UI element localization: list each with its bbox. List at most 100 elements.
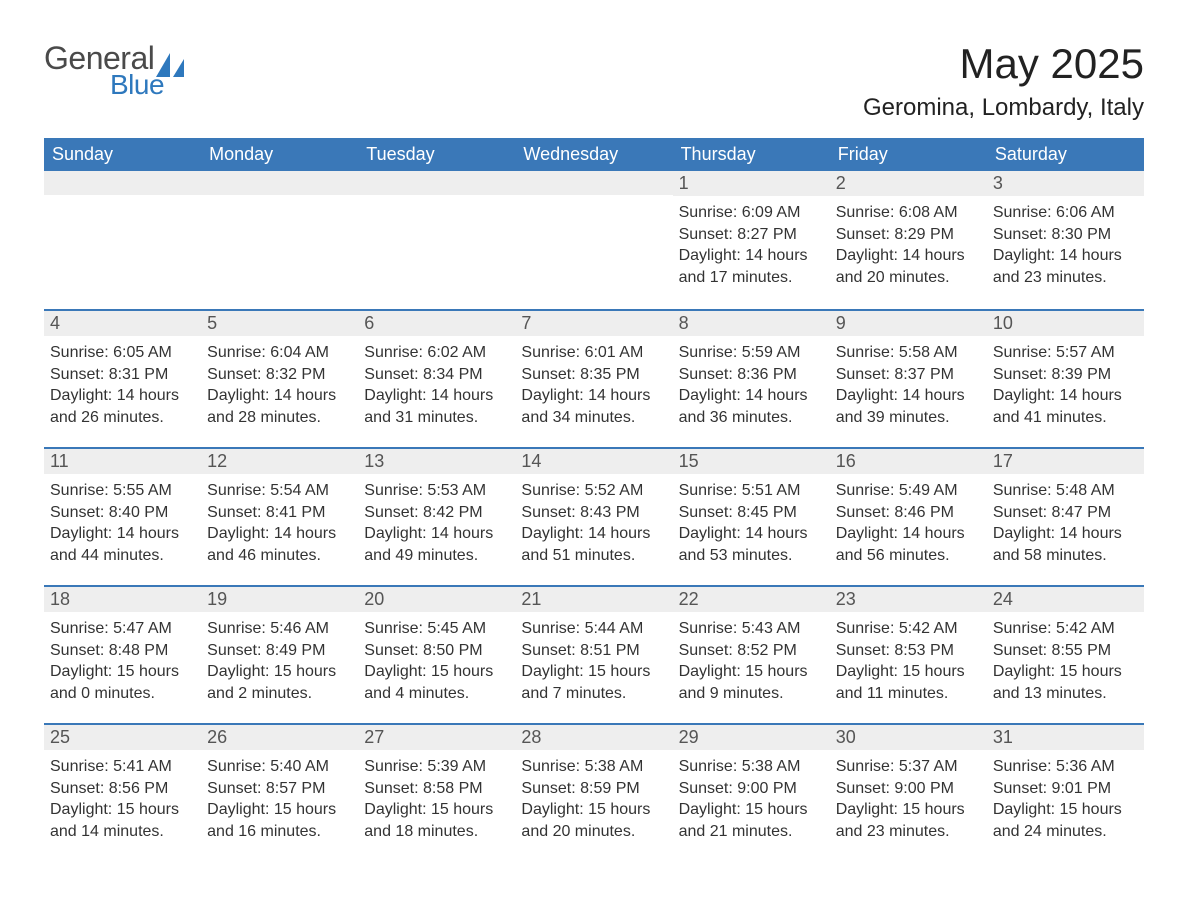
day-detail: Sunrise: 5:45 AMSunset: 8:50 PMDaylight:… [358, 612, 515, 714]
brand-logo: General Blue [44, 40, 190, 101]
sunrise-line: Sunrise: 5:38 AM [521, 756, 666, 778]
sunset-line: Sunset: 8:39 PM [993, 364, 1138, 386]
day-detail: Sunrise: 5:43 AMSunset: 8:52 PMDaylight:… [673, 612, 830, 714]
calendar-cell: 15Sunrise: 5:51 AMSunset: 8:45 PMDayligh… [673, 447, 830, 585]
daylight-line: Daylight: 15 hours and 24 minutes. [993, 799, 1138, 842]
sunset-line: Sunset: 8:47 PM [993, 502, 1138, 524]
daylight-line: Daylight: 14 hours and 23 minutes. [993, 245, 1138, 288]
sunset-line: Sunset: 8:53 PM [836, 640, 981, 662]
location-subtitle: Geromina, Lombardy, Italy [863, 94, 1144, 122]
daylight-line: Daylight: 14 hours and 46 minutes. [207, 523, 352, 566]
sunset-line: Sunset: 8:32 PM [207, 364, 352, 386]
calendar-cell: 12Sunrise: 5:54 AMSunset: 8:41 PMDayligh… [201, 447, 358, 585]
empty-daynum-bg [358, 171, 515, 195]
sunrise-line: Sunrise: 5:58 AM [836, 342, 981, 364]
day-wrap: 9Sunrise: 5:58 AMSunset: 8:37 PMDaylight… [830, 309, 987, 438]
day-wrap: 24Sunrise: 5:42 AMSunset: 8:55 PMDayligh… [987, 585, 1144, 714]
daylight-line: Daylight: 15 hours and 16 minutes. [207, 799, 352, 842]
daylight-line: Daylight: 14 hours and 17 minutes. [679, 245, 824, 288]
day-detail: Sunrise: 5:38 AMSunset: 8:59 PMDaylight:… [515, 750, 672, 852]
day-number: 3 [987, 171, 1144, 196]
day-number: 16 [830, 449, 987, 474]
day-wrap: 4Sunrise: 6:05 AMSunset: 8:31 PMDaylight… [44, 309, 201, 438]
sunrise-line: Sunrise: 5:52 AM [521, 480, 666, 502]
sunrise-line: Sunrise: 6:09 AM [679, 202, 824, 224]
weekday-header: Thursday [673, 138, 830, 171]
day-wrap: 18Sunrise: 5:47 AMSunset: 8:48 PMDayligh… [44, 585, 201, 714]
day-wrap: 20Sunrise: 5:45 AMSunset: 8:50 PMDayligh… [358, 585, 515, 714]
day-detail: Sunrise: 5:39 AMSunset: 8:58 PMDaylight:… [358, 750, 515, 852]
day-number: 13 [358, 449, 515, 474]
daylight-line: Daylight: 15 hours and 13 minutes. [993, 661, 1138, 704]
calendar-cell: 3Sunrise: 6:06 AMSunset: 8:30 PMDaylight… [987, 171, 1144, 309]
sunrise-line: Sunrise: 5:36 AM [993, 756, 1138, 778]
weekday-header: Friday [830, 138, 987, 171]
sunrise-line: Sunrise: 5:42 AM [836, 618, 981, 640]
day-wrap: 30Sunrise: 5:37 AMSunset: 9:00 PMDayligh… [830, 723, 987, 852]
daylight-line: Daylight: 14 hours and 49 minutes. [364, 523, 509, 566]
sunrise-line: Sunrise: 5:42 AM [993, 618, 1138, 640]
sunset-line: Sunset: 8:41 PM [207, 502, 352, 524]
daylight-line: Daylight: 15 hours and 7 minutes. [521, 661, 666, 704]
sunrise-line: Sunrise: 5:53 AM [364, 480, 509, 502]
day-wrap: 15Sunrise: 5:51 AMSunset: 8:45 PMDayligh… [673, 447, 830, 576]
sunset-line: Sunset: 8:57 PM [207, 778, 352, 800]
daylight-line: Daylight: 14 hours and 28 minutes. [207, 385, 352, 428]
day-detail: Sunrise: 5:57 AMSunset: 8:39 PMDaylight:… [987, 336, 1144, 438]
daylight-line: Daylight: 15 hours and 11 minutes. [836, 661, 981, 704]
daylight-line: Daylight: 15 hours and 14 minutes. [50, 799, 195, 842]
calendar-cell: 9Sunrise: 5:58 AMSunset: 8:37 PMDaylight… [830, 309, 987, 447]
calendar-cell: 30Sunrise: 5:37 AMSunset: 9:00 PMDayligh… [830, 723, 987, 861]
sunset-line: Sunset: 8:55 PM [993, 640, 1138, 662]
day-detail: Sunrise: 6:08 AMSunset: 8:29 PMDaylight:… [830, 196, 987, 298]
day-detail: Sunrise: 6:02 AMSunset: 8:34 PMDaylight:… [358, 336, 515, 438]
sunrise-line: Sunrise: 5:44 AM [521, 618, 666, 640]
day-number: 19 [201, 587, 358, 612]
day-detail: Sunrise: 5:36 AMSunset: 9:01 PMDaylight:… [987, 750, 1144, 852]
sunrise-line: Sunrise: 5:46 AM [207, 618, 352, 640]
sunrise-line: Sunrise: 5:57 AM [993, 342, 1138, 364]
day-number: 23 [830, 587, 987, 612]
daylight-line: Daylight: 15 hours and 0 minutes. [50, 661, 195, 704]
sunrise-line: Sunrise: 5:38 AM [679, 756, 824, 778]
day-detail: Sunrise: 5:37 AMSunset: 9:00 PMDaylight:… [830, 750, 987, 852]
sunset-line: Sunset: 9:00 PM [679, 778, 824, 800]
sunset-line: Sunset: 8:29 PM [836, 224, 981, 246]
day-number: 11 [44, 449, 201, 474]
sunset-line: Sunset: 8:48 PM [50, 640, 195, 662]
calendar-cell [44, 171, 201, 309]
sunrise-line: Sunrise: 5:41 AM [50, 756, 195, 778]
day-number: 7 [515, 311, 672, 336]
daylight-line: Daylight: 14 hours and 53 minutes. [679, 523, 824, 566]
calendar-cell: 31Sunrise: 5:36 AMSunset: 9:01 PMDayligh… [987, 723, 1144, 861]
day-detail: Sunrise: 6:09 AMSunset: 8:27 PMDaylight:… [673, 196, 830, 298]
day-detail: Sunrise: 5:47 AMSunset: 8:48 PMDaylight:… [44, 612, 201, 714]
sunrise-line: Sunrise: 5:39 AM [364, 756, 509, 778]
day-wrap: 7Sunrise: 6:01 AMSunset: 8:35 PMDaylight… [515, 309, 672, 438]
sunset-line: Sunset: 9:01 PM [993, 778, 1138, 800]
sunrise-line: Sunrise: 5:48 AM [993, 480, 1138, 502]
day-wrap: 1Sunrise: 6:09 AMSunset: 8:27 PMDaylight… [673, 171, 830, 298]
day-wrap: 10Sunrise: 5:57 AMSunset: 8:39 PMDayligh… [987, 309, 1144, 438]
calendar-row: 25Sunrise: 5:41 AMSunset: 8:56 PMDayligh… [44, 723, 1144, 861]
day-wrap: 31Sunrise: 5:36 AMSunset: 9:01 PMDayligh… [987, 723, 1144, 852]
weekday-header: Saturday [987, 138, 1144, 171]
day-number: 24 [987, 587, 1144, 612]
daylight-line: Daylight: 15 hours and 2 minutes. [207, 661, 352, 704]
day-detail: Sunrise: 5:41 AMSunset: 8:56 PMDaylight:… [44, 750, 201, 852]
sunrise-line: Sunrise: 6:04 AM [207, 342, 352, 364]
page-header: General Blue May 2025 Geromina, Lombardy… [44, 40, 1144, 122]
sunset-line: Sunset: 8:59 PM [521, 778, 666, 800]
calendar-cell: 14Sunrise: 5:52 AMSunset: 8:43 PMDayligh… [515, 447, 672, 585]
day-wrap: 23 Sunrise: 5:42 AMSunset: 8:53 PMDayligh… [830, 585, 987, 714]
day-number: 9 [830, 311, 987, 336]
sunset-line: Sunset: 8:36 PM [679, 364, 824, 386]
day-wrap: 6Sunrise: 6:02 AMSunset: 8:34 PMDaylight… [358, 309, 515, 438]
sunset-line: Sunset: 8:58 PM [364, 778, 509, 800]
day-detail: Sunrise: 5:42 AMSunset: 8:55 PMDaylight:… [987, 612, 1144, 714]
calendar-cell: 24Sunrise: 5:42 AMSunset: 8:55 PMDayligh… [987, 585, 1144, 723]
month-title: May 2025 [863, 40, 1144, 88]
day-wrap: 29Sunrise: 5:38 AMSunset: 9:00 PMDayligh… [673, 723, 830, 852]
day-number: 22 [673, 587, 830, 612]
calendar-cell [515, 171, 672, 309]
